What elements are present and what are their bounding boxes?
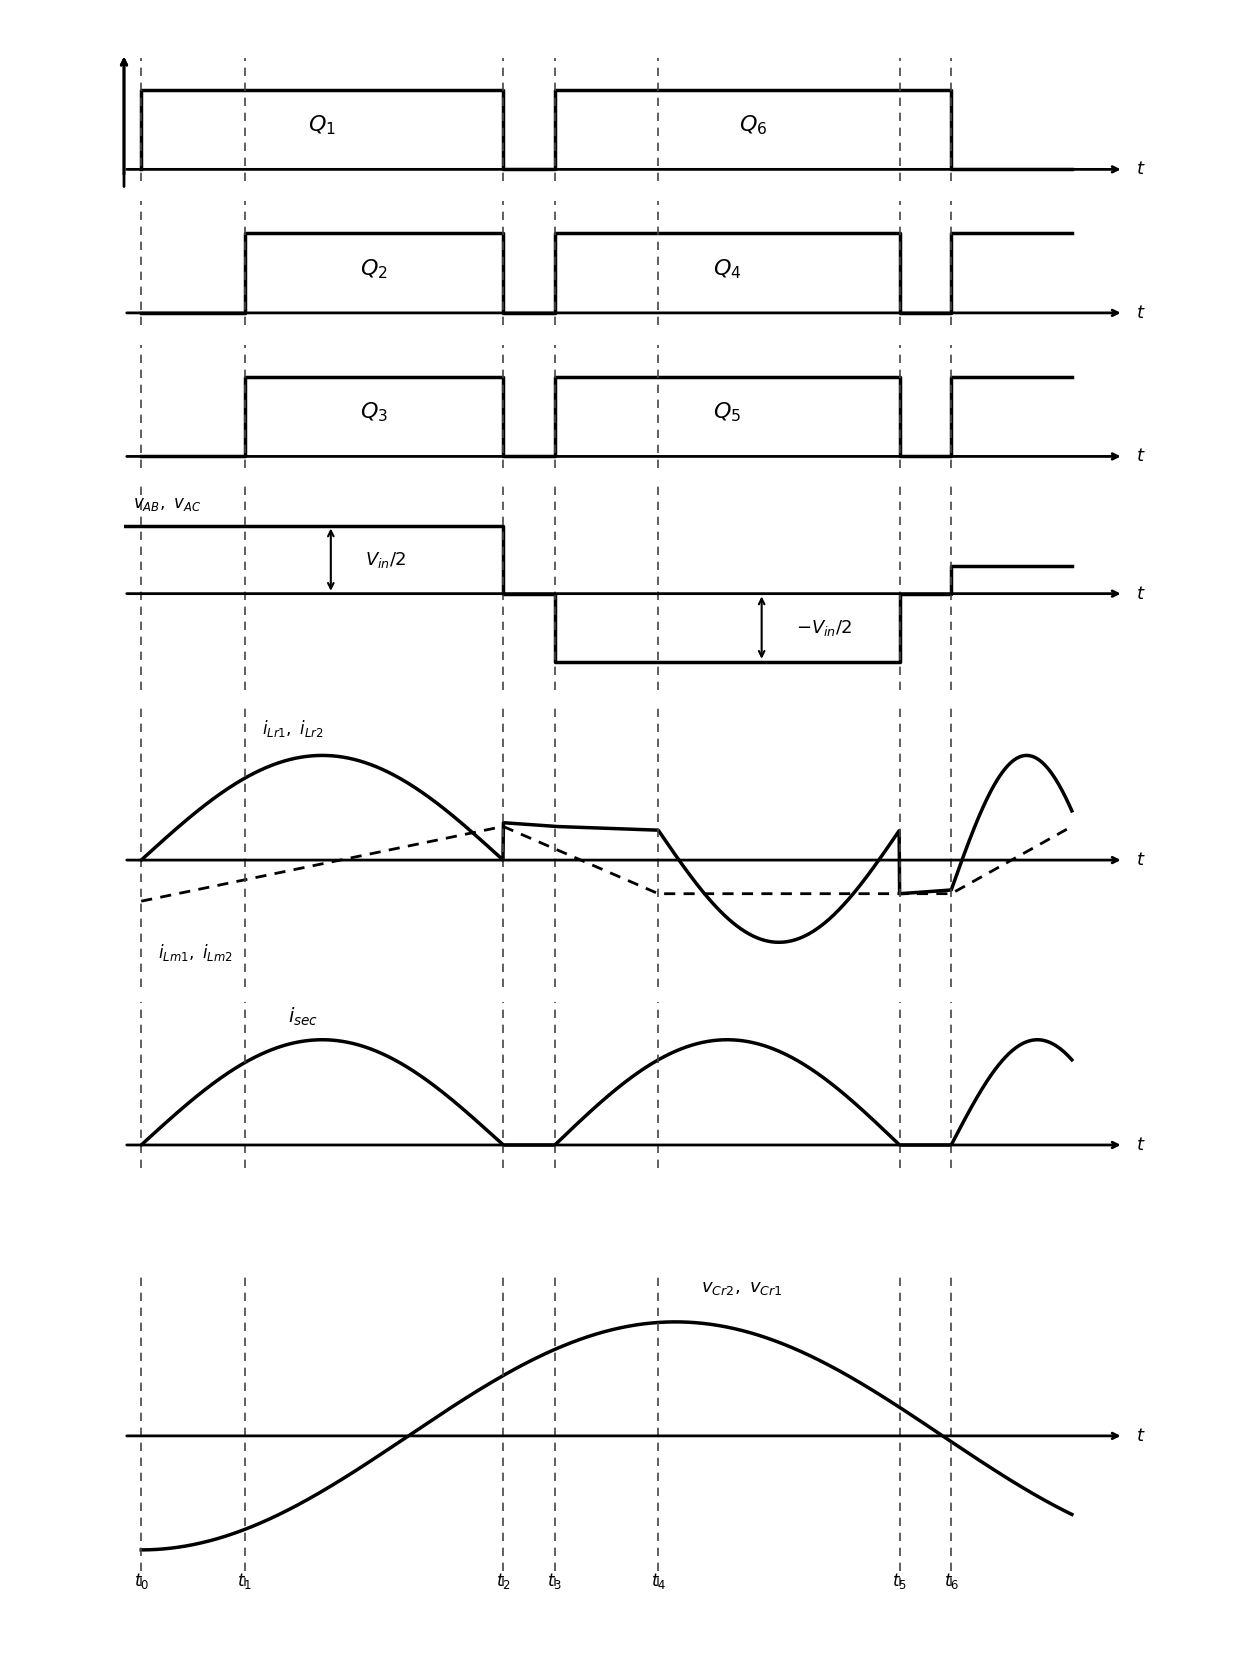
- Text: $t_6$: $t_6$: [944, 1571, 959, 1591]
- Text: $t_2$: $t_2$: [496, 1571, 511, 1591]
- Text: $t_3$: $t_3$: [547, 1571, 563, 1591]
- Text: $t$: $t$: [1137, 161, 1146, 179]
- Text: $i_{Lr1},\ i_{Lr2}$: $i_{Lr1},\ i_{Lr2}$: [262, 718, 324, 738]
- Text: $t$: $t$: [1137, 304, 1146, 322]
- Text: $t_4$: $t_4$: [651, 1571, 666, 1591]
- Text: $Q_1$: $Q_1$: [309, 114, 336, 138]
- Text: $i_{sec}$: $i_{sec}$: [288, 1005, 317, 1029]
- Text: $v_{Cr2},\ v_{Cr1}$: $v_{Cr2},\ v_{Cr1}$: [702, 1279, 784, 1297]
- Text: $t$: $t$: [1137, 1427, 1146, 1445]
- Text: $t_5$: $t_5$: [892, 1571, 906, 1591]
- Text: $t$: $t$: [1137, 1136, 1146, 1155]
- Text: $t$: $t$: [1137, 851, 1146, 869]
- Text: $t_1$: $t_1$: [237, 1571, 252, 1591]
- Text: $Q_6$: $Q_6$: [739, 114, 768, 138]
- Text: $Q_3$: $Q_3$: [360, 401, 388, 425]
- Text: $t_0$: $t_0$: [134, 1571, 149, 1591]
- Text: $t$: $t$: [1137, 448, 1146, 466]
- Text: $V_{in}/2$: $V_{in}/2$: [366, 549, 407, 569]
- Text: $-V_{in}/2$: $-V_{in}/2$: [796, 617, 853, 637]
- Text: $i_{Lm1},\ i_{Lm2}$: $i_{Lm1},\ i_{Lm2}$: [159, 942, 233, 964]
- Text: $t$: $t$: [1137, 584, 1146, 602]
- Text: $v_{AB},\ v_{AC}$: $v_{AB},\ v_{AC}$: [133, 494, 201, 513]
- Text: $Q_2$: $Q_2$: [360, 257, 388, 280]
- Text: $Q_4$: $Q_4$: [713, 257, 742, 280]
- Text: $Q_5$: $Q_5$: [713, 401, 742, 425]
